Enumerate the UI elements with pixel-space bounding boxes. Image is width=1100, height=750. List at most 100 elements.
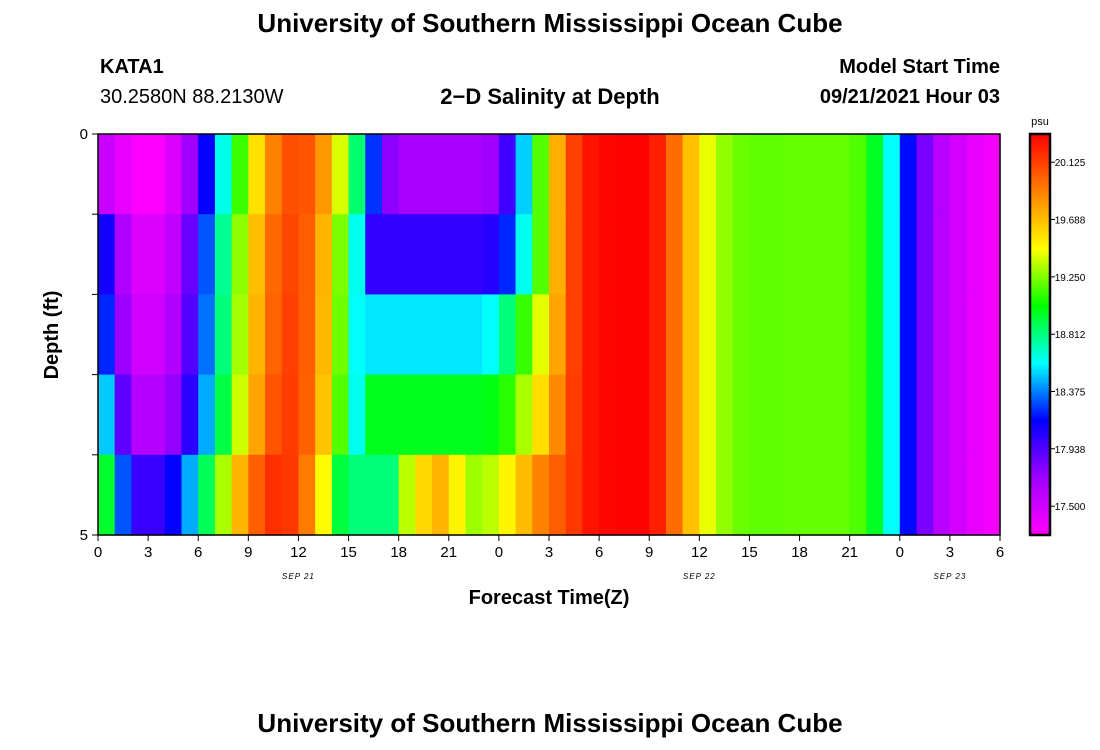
- heatmap-cell: [682, 454, 700, 536]
- chart-title: 2−D Salinity at Depth: [440, 84, 660, 109]
- heatmap-cell: [916, 294, 934, 376]
- heatmap-cell: [515, 134, 533, 215]
- date-label: SEP 21: [282, 572, 315, 581]
- heatmap-cell: [214, 134, 233, 215]
- heatmap-cell: [98, 294, 116, 376]
- heatmap-cell: [432, 294, 450, 376]
- heatmap-cell: [498, 294, 517, 376]
- heatmap-cell: [381, 374, 400, 456]
- heatmap-cell: [749, 374, 767, 456]
- heatmap-cell: [816, 134, 834, 215]
- heatmap-cell: [933, 374, 951, 456]
- heatmap-cell: [265, 294, 283, 376]
- heatmap-cell: [599, 374, 617, 456]
- heatmap-cell: [883, 214, 901, 295]
- heatmap-cell: [933, 294, 951, 376]
- heatmap-cell: [966, 294, 984, 376]
- colorbar-tick-label: 19.250: [1055, 273, 1086, 284]
- heatmap-cell: [281, 374, 300, 456]
- heatmap-cell: [181, 134, 199, 215]
- heatmap-cell: [231, 454, 249, 536]
- heatmap-cell: [498, 374, 517, 456]
- heatmap-cell: [883, 454, 901, 536]
- heatmap-cell: [532, 454, 550, 536]
- heatmap-cell: [231, 214, 249, 295]
- heatmap-cell: [632, 454, 650, 536]
- heatmap-cell: [866, 214, 884, 295]
- heatmap-cell: [849, 134, 867, 215]
- heatmap-cell: [665, 294, 684, 376]
- heatmap-cell: [281, 134, 300, 215]
- heatmap-cell: [415, 214, 433, 295]
- colorbar-tick-label: 17.938: [1055, 445, 1086, 456]
- heatmap-cell: [131, 214, 149, 295]
- heatmap-cell: [248, 454, 266, 536]
- heatmap-cell: [148, 214, 166, 295]
- heatmap-cell: [682, 374, 700, 456]
- heatmap-cell: [248, 214, 266, 295]
- heatmap-cell: [265, 374, 283, 456]
- heatmap-cell: [983, 214, 1001, 295]
- heatmap-cell: [549, 374, 567, 456]
- heatmap-cell: [832, 454, 851, 536]
- axes: 0 3 6 9 12 15 18 21 0 3 6 9 12 15 18 21 0 3 6 SEP 21 SEP 22 S…: [80, 126, 1005, 581]
- y-tick-label: 0: [80, 126, 88, 143]
- y-tick-label: 5: [80, 527, 88, 544]
- heatmap-cell: [164, 294, 183, 376]
- colorbar-fill: [1028, 132, 1052, 537]
- heatmap-cell: [816, 454, 834, 536]
- heatmap-cell: [465, 294, 483, 376]
- heatmap-cell: [766, 214, 784, 295]
- heatmap-cell: [565, 214, 583, 295]
- heatmap-cell: [398, 294, 416, 376]
- heatmap-cell: [348, 374, 366, 456]
- heatmap-cell: [782, 134, 801, 215]
- heatmap-cell: [298, 294, 316, 376]
- heatmap-cell: [782, 454, 801, 536]
- heatmap-cell: [148, 374, 166, 456]
- heatmap-cell: [131, 134, 149, 215]
- x-tick-label: 21: [440, 544, 457, 561]
- heatmap-cell: [415, 294, 433, 376]
- heatmap-cell: [782, 294, 801, 376]
- heatmap-cell: [866, 134, 884, 215]
- colorbar-unit: psu: [1031, 116, 1049, 128]
- heatmap-cell: [498, 214, 517, 295]
- heatmap-cell: [732, 214, 751, 295]
- x-tick-label: 18: [390, 544, 407, 561]
- heatmap-cell: [799, 454, 817, 536]
- heatmap-cell: [582, 454, 600, 536]
- heatmap-cell: [966, 374, 984, 456]
- heatmap-cell: [331, 454, 350, 536]
- heatmap-cell: [415, 374, 433, 456]
- heatmap-cell: [966, 134, 984, 215]
- heatmap-cell: [515, 214, 533, 295]
- heatmap-cell: [265, 454, 283, 536]
- heatmap-cell: [432, 374, 450, 456]
- heatmap-cell: [331, 294, 350, 376]
- heatmap-cell: [599, 214, 617, 295]
- heatmap-cell: [348, 134, 366, 215]
- heatmap-cell: [832, 374, 851, 456]
- heatmap-cell: [532, 294, 550, 376]
- heatmap-cell: [248, 374, 266, 456]
- heatmap-cell: [265, 214, 283, 295]
- heatmap-cell: [148, 294, 166, 376]
- heatmap-cell: [198, 374, 216, 456]
- heatmap-cell: [331, 134, 350, 215]
- heatmap-cell: [148, 454, 166, 536]
- heatmap-cell: [298, 214, 316, 295]
- heatmap-cell: [198, 214, 216, 295]
- heatmap-cell: [181, 214, 199, 295]
- heatmap-cell: [665, 214, 684, 295]
- heatmap-cell: [265, 134, 283, 215]
- heatmap-cell: [198, 454, 216, 536]
- heatmap-cell: [949, 454, 968, 536]
- heatmap-cell: [682, 134, 700, 215]
- heatmap-cell: [565, 454, 583, 536]
- heatmap-cell: [799, 134, 817, 215]
- heatmap-cell: [482, 454, 500, 536]
- heatmap-cell: [766, 454, 784, 536]
- heatmap-cell: [849, 214, 867, 295]
- heatmap-cell: [766, 134, 784, 215]
